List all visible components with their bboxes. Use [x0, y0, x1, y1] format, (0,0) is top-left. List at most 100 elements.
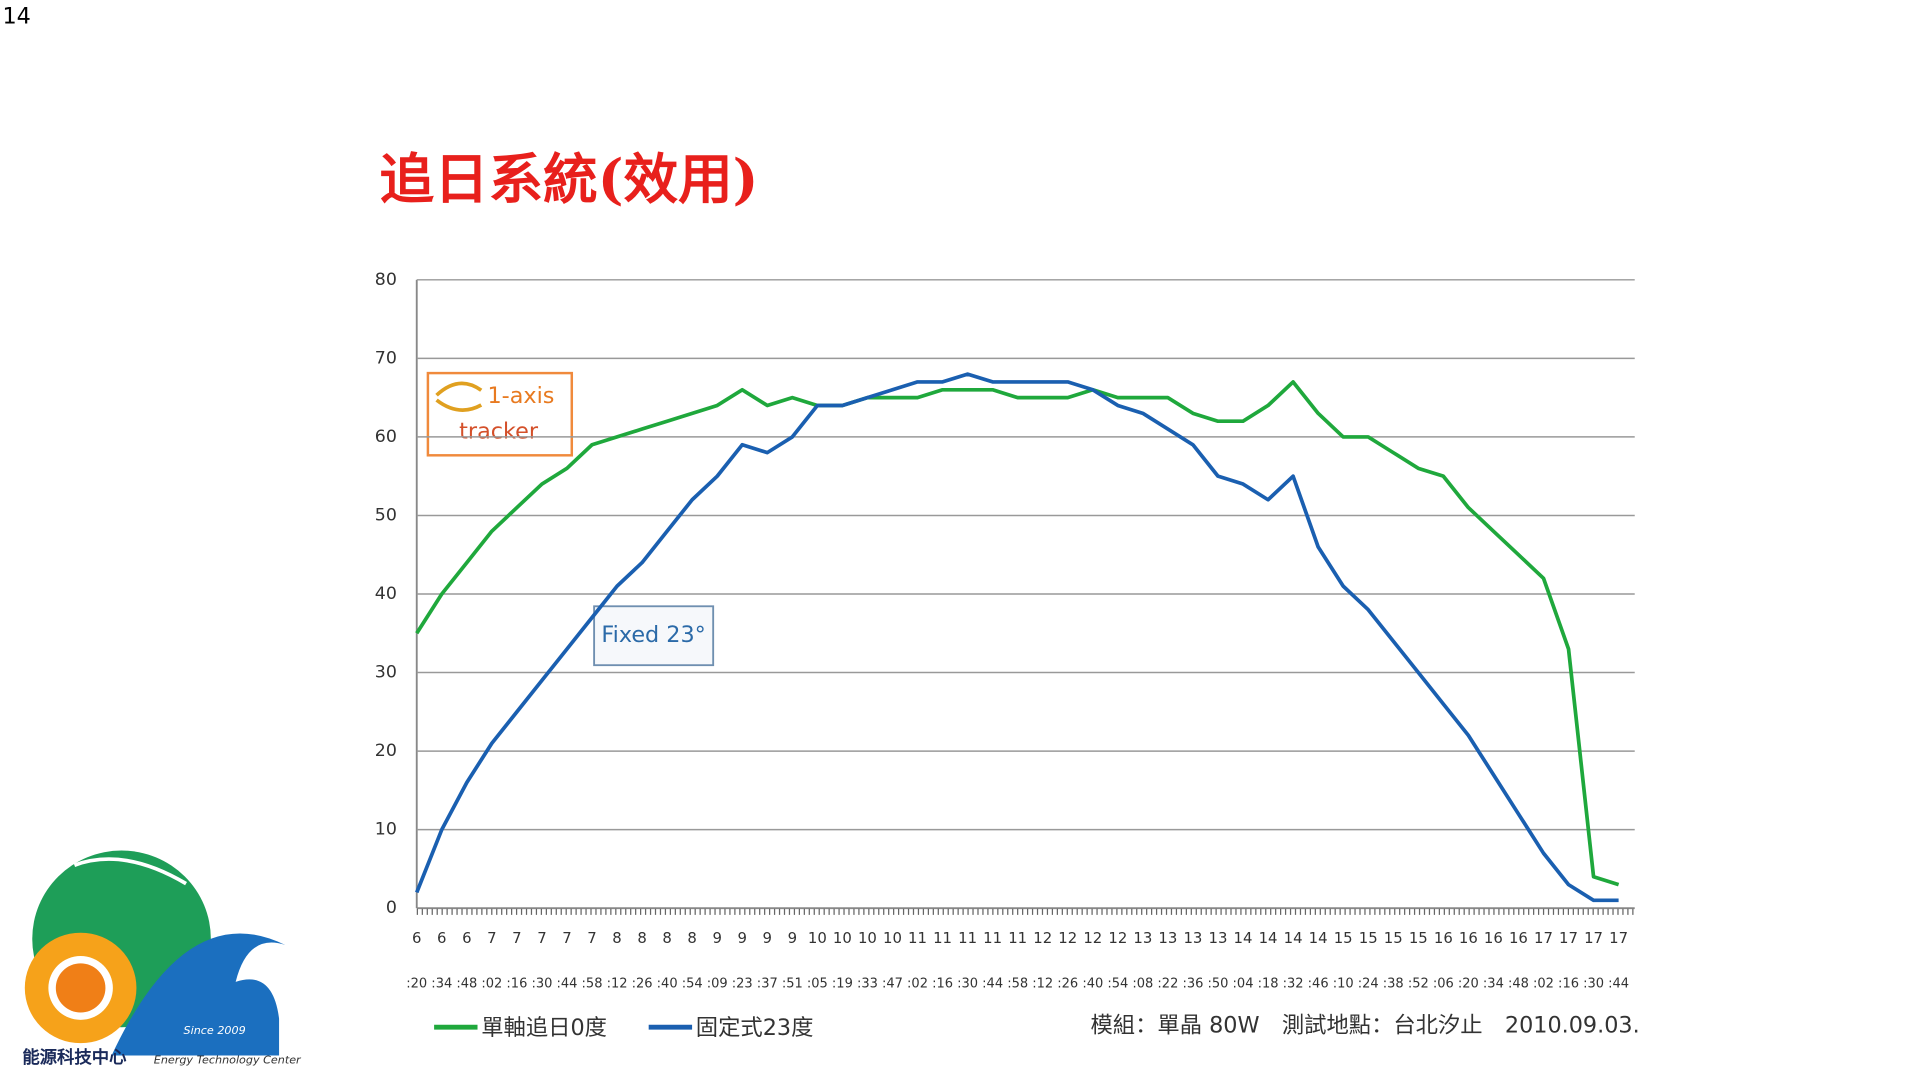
x-tick-minutes: :32	[1283, 977, 1304, 992]
x-tick-minutes: :51	[782, 977, 803, 992]
x-tick-label: 8	[612, 930, 621, 947]
y-tick-label: 60	[375, 427, 397, 447]
legend-label: 固定式23度	[696, 1015, 814, 1041]
x-tick-label: 8	[662, 930, 671, 947]
x-tick-label: 12	[1033, 930, 1052, 947]
x-tick-minutes: :38	[1383, 977, 1404, 992]
logo-since: Since 2009	[184, 1024, 246, 1037]
x-tick-label: 17	[1534, 930, 1553, 947]
x-tick-minutes: :20	[1458, 977, 1479, 992]
y-tick-label: 10	[375, 820, 397, 840]
logo-sun	[55, 963, 106, 1013]
x-tick-label: 17	[1584, 930, 1603, 947]
x-tick-minutes: :40	[1082, 977, 1103, 992]
x-tick-minutes: :36	[1182, 977, 1203, 992]
x-tick-minutes: :30	[531, 977, 552, 992]
x-tick-label: 11	[933, 930, 952, 947]
x-tick-label: 12	[1058, 930, 1077, 947]
x-tick-minutes: :34	[431, 977, 452, 992]
x-tick-label: 6	[437, 930, 446, 947]
x-tick-minutes: :44	[1608, 977, 1629, 992]
x-tick-minutes: :20	[406, 977, 427, 992]
x-tick-minutes: :47	[882, 977, 903, 992]
x-tick-label: 8	[637, 930, 646, 947]
x-tick-label: 7	[512, 930, 521, 947]
y-tick-label: 80	[375, 270, 397, 290]
x-tick-minutes: :26	[1057, 977, 1078, 992]
x-tick-label: 15	[1384, 930, 1403, 947]
page-number: 14	[2, 4, 30, 30]
x-tick-minutes: :02	[1533, 977, 1554, 992]
x-tick-minutes: :24	[1358, 977, 1379, 992]
logo-name: 能源科技中心	[22, 1047, 127, 1068]
x-tick-minutes: :30	[1583, 977, 1604, 992]
x-tick-minutes: :48	[456, 977, 477, 992]
x-tick-minutes: :18	[1258, 977, 1279, 992]
x-tick-label: 15	[1359, 930, 1378, 947]
series-line	[415, 372, 1619, 903]
x-tick-minutes: :06	[1433, 977, 1454, 992]
x-tick-label: 10	[833, 930, 852, 947]
legend-label: 單軸追日0度	[481, 1015, 607, 1041]
x-tick-label: 6	[412, 930, 421, 947]
x-tick-minutes: :30	[957, 977, 978, 992]
x-tick-label: 6	[462, 930, 471, 947]
x-tick-minutes: :04	[1233, 977, 1254, 992]
x-tick-minutes: :05	[807, 977, 828, 992]
x-tick-label: 14	[1284, 930, 1303, 947]
annotation: tracker	[459, 419, 539, 445]
x-tick-label: 17	[1609, 930, 1628, 947]
x-tick-minutes: :16	[932, 977, 953, 992]
x-tick-minutes: :44	[557, 977, 578, 992]
x-tick-label: 7	[487, 930, 496, 947]
x-tick-label: 14	[1309, 930, 1328, 947]
x-tick-label: 13	[1209, 930, 1228, 947]
logo-subtitle: Energy Technology Center	[154, 1053, 302, 1066]
x-tick-minutes: :10	[1333, 977, 1354, 992]
x-tick-label: 11	[983, 930, 1002, 947]
y-tick-label: 50	[375, 506, 397, 526]
y-tick-label: 40	[375, 584, 397, 604]
x-tick-minutes: :22	[1157, 977, 1178, 992]
x-tick-label: 12	[1083, 930, 1102, 947]
x-tick-label: 14	[1234, 930, 1253, 947]
x-tick-minutes: :58	[1007, 977, 1028, 992]
annotation: Fixed 23°	[601, 622, 705, 648]
tracker-box	[426, 371, 574, 457]
x-tick-minutes: :02	[481, 977, 502, 992]
x-tick-label: 13	[1158, 930, 1177, 947]
x-tick-minutes: :34	[1483, 977, 1504, 992]
chart-note: 模組：單晶 80W 測試地點：台北汐止 2010.09.03.	[1090, 1013, 1639, 1039]
x-tick-minutes: :08	[1132, 977, 1153, 992]
x-tick-label: 13	[1183, 930, 1202, 947]
x-tick-label: 16	[1434, 930, 1453, 947]
tracker-icon	[435, 381, 483, 412]
series-line	[415, 380, 1620, 887]
x-tick-minutes: :12	[607, 977, 628, 992]
y-tick-label: 0	[386, 898, 397, 918]
x-tick-minutes: :16	[506, 977, 527, 992]
x-tick-label: 11	[908, 930, 927, 947]
x-tick-label: 7	[537, 930, 546, 947]
x-tick-label: 10	[883, 930, 902, 947]
y-tick-label: 70	[375, 348, 397, 368]
x-tick-minutes: :33	[857, 977, 878, 992]
x-tick-label: 15	[1409, 930, 1428, 947]
x-tick-label: 10	[808, 930, 827, 947]
x-tick-label: 9	[712, 930, 721, 947]
x-tick-label: 9	[738, 930, 747, 947]
x-tick-minutes: :44	[982, 977, 1003, 992]
x-tick-label: 10	[858, 930, 877, 947]
x-tick-minutes: :54	[682, 977, 703, 992]
x-tick-label: 11	[958, 930, 977, 947]
x-tick-label: 15	[1334, 930, 1353, 947]
x-tick-label: 9	[763, 930, 772, 947]
x-tick-minutes: :52	[1408, 977, 1429, 992]
y-tick-label: 20	[375, 741, 397, 761]
x-tick-minutes: :48	[1508, 977, 1529, 992]
slide-title: 追日系統(效用)	[380, 147, 759, 211]
x-tick-minutes: :19	[832, 977, 853, 992]
x-tick-label: 7	[562, 930, 571, 947]
x-tick-minutes: :12	[1032, 977, 1053, 992]
